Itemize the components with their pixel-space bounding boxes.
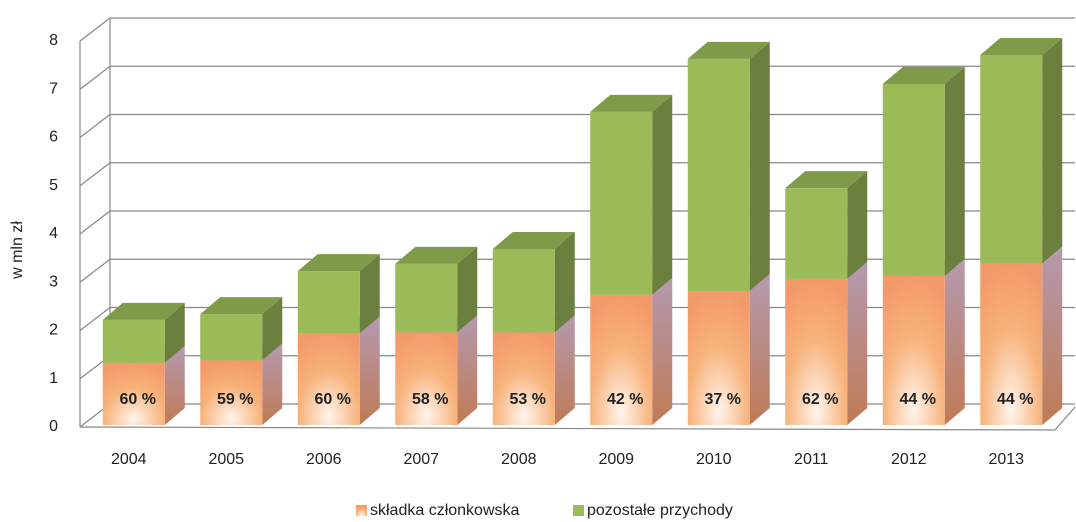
x-tick-label: 2008 [501,451,537,468]
bar [590,111,653,295]
grid-line [79,17,1075,42]
bar-side [847,261,868,425]
bar-top [297,254,380,272]
bar-top [395,246,478,264]
x-tick-label: 2011 [794,451,829,468]
bar-top [492,231,575,249]
bar-side [554,231,575,333]
share-label: 60 % [120,391,156,408]
x-tick-label: 2012 [891,451,927,468]
bar [785,188,848,279]
bar [395,263,458,333]
bar-side [164,302,185,363]
x-tick-label: 2009 [598,451,634,468]
bar-side [944,258,965,425]
share-label: 44 % [900,391,936,408]
y-tick-label: 1 [49,370,58,387]
y-axis-title: w mln zł [9,221,26,280]
y-tick-label: 7 [49,80,58,97]
bar-side [847,171,868,279]
y-tick-label: 5 [49,177,58,194]
bar-side [262,297,283,361]
bar-top [102,302,185,320]
share-label: 42 % [607,391,643,408]
x-tick-label: 2013 [988,451,1024,468]
bar [492,248,555,333]
bar-side [262,343,283,425]
bar-side [1042,246,1063,425]
x-tick-label: 2006 [306,451,342,468]
bar-side [749,41,770,291]
x-tick-label: 2007 [403,451,439,468]
bar [980,54,1043,264]
bar-top [980,37,1063,55]
x-tick-label: 2005 [208,451,244,468]
bar-side [1042,37,1063,264]
y-tick-label: 4 [49,225,58,242]
share-label: 60 % [315,391,351,408]
bar-side [457,246,478,333]
share-label: 58 % [412,391,448,408]
share-label: 53 % [510,391,546,408]
bar-side [749,273,770,425]
legend-swatch [356,505,367,516]
legend-swatch [573,505,584,516]
bar [297,271,360,334]
bar-side [652,94,673,295]
floor [79,406,1076,431]
legend-label: pozostałe przychody [587,502,733,519]
y-tick-label: 0 [49,418,58,435]
bar-top [882,66,965,84]
bar-side [359,254,380,334]
y-tick-label: 3 [49,273,58,290]
share-label: 44 % [997,391,1033,408]
bar [687,58,750,291]
y-tick-label: 6 [49,129,58,146]
bar-top [590,94,673,112]
bar-top [687,41,770,59]
bar [590,294,653,425]
bar-side [457,315,478,425]
bar-side [359,316,380,425]
bar [102,319,165,363]
bar-side [652,277,673,425]
share-label: 62 % [802,391,838,408]
bar [200,360,263,425]
x-tick-label: 2004 [111,451,147,468]
bar [200,314,263,361]
bar [297,333,360,425]
legend-label: składka członkowska [370,502,520,519]
bar [102,362,165,425]
bar-top [785,171,868,189]
bar [882,275,945,425]
y-tick-label: 2 [49,322,58,339]
bar [980,263,1043,425]
share-label: 37 % [705,391,741,408]
share-label: 59 % [217,391,253,408]
y-tick-label: 8 [49,32,58,49]
bar-side [164,345,185,425]
bar-top [200,297,283,315]
bar-side [944,66,965,276]
x-tick-label: 2010 [696,451,732,468]
bar [687,290,750,425]
bar-side [554,315,575,425]
bar [492,332,555,425]
bar [395,332,458,425]
bar [785,278,848,425]
bar [882,83,945,276]
